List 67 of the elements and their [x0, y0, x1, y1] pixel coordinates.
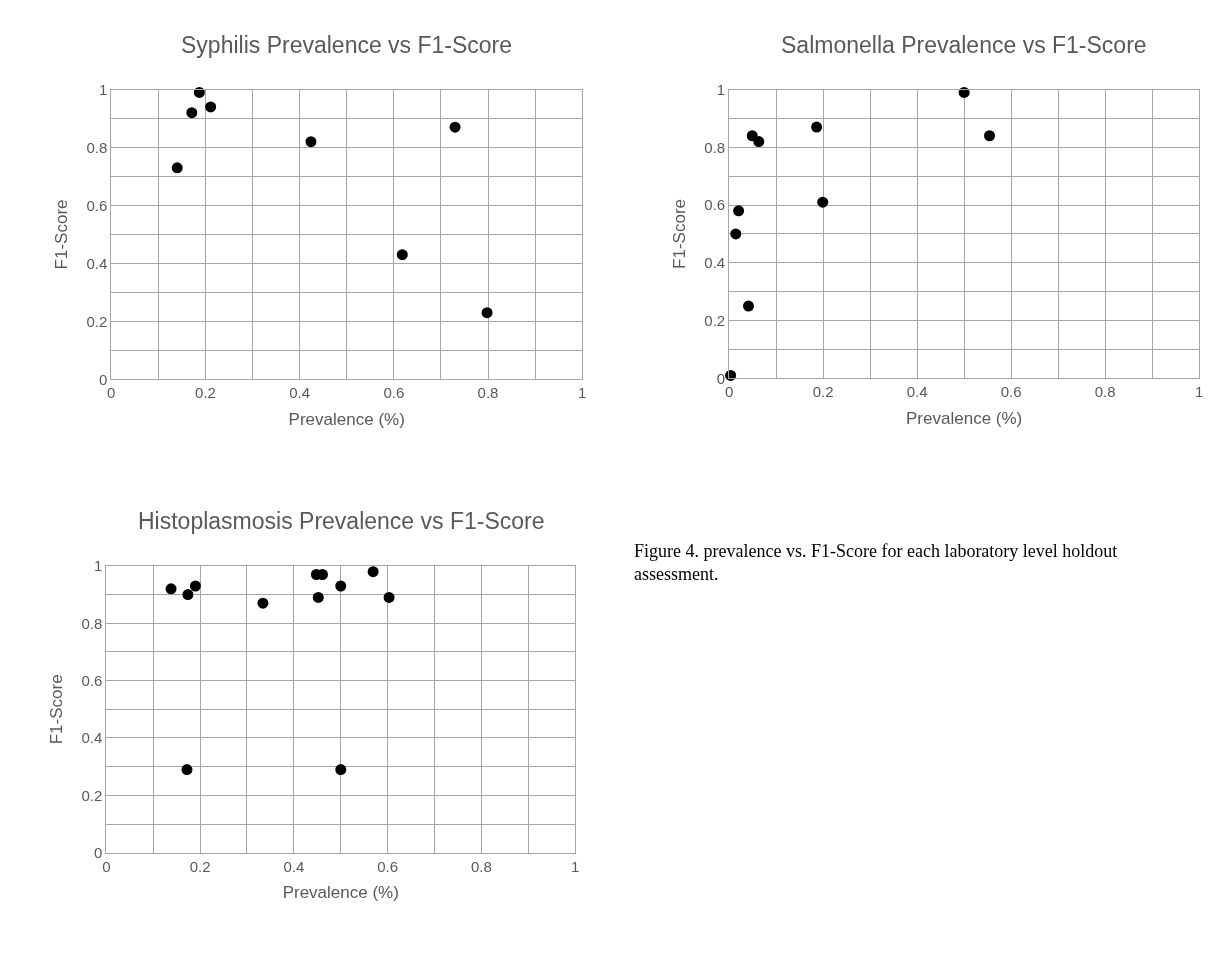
- point: [396, 249, 408, 261]
- x-tick-label: 0.4: [283, 857, 305, 875]
- y-tick-label: 0.2: [86, 312, 108, 330]
- point: [733, 205, 745, 217]
- y-tick-label: 1: [98, 80, 108, 98]
- y-axis-title: F1-Score: [51, 199, 71, 270]
- point: [165, 583, 177, 595]
- x-tick-label: 1: [1194, 383, 1204, 401]
- x-axis-title: Prevalence (%): [288, 409, 405, 429]
- x-tick-label: 0.6: [377, 857, 399, 875]
- caption: Figure 4. prevalence vs. F1-Score for each laboratory level holdout assessment.: [634, 541, 1118, 585]
- x-axis-title: Prevalence (%): [282, 883, 399, 903]
- point: [481, 307, 493, 319]
- y-tick-label: 0.8: [81, 614, 103, 632]
- y-tick-label: 0: [98, 370, 108, 388]
- y-tick-label: 0.2: [704, 311, 726, 329]
- y-tick-label: 0.6: [704, 196, 726, 214]
- y-tick-label: 0: [93, 843, 103, 861]
- y-tick-label: 0.2: [81, 786, 103, 804]
- x-tick-label: 0.4: [906, 383, 928, 401]
- point: [257, 597, 269, 609]
- x-tick-label: 1: [571, 857, 580, 875]
- y-tick-label: 0.8: [704, 138, 726, 156]
- y-tick-label: 0.6: [81, 671, 103, 689]
- point: [305, 136, 317, 148]
- x-tick-label: 0.4: [289, 384, 311, 402]
- point: [730, 228, 742, 240]
- point: [181, 764, 193, 776]
- y-tick-label: 0.4: [81, 729, 103, 747]
- x-tick-label: 0.6: [1000, 383, 1022, 401]
- x-axis-title: Prevalence (%): [906, 408, 1023, 428]
- x-tick-label: 0.8: [471, 857, 492, 875]
- y-tick-label: 0.8: [86, 138, 108, 156]
- x-tick-label: 0.8: [477, 384, 499, 402]
- x-tick-label: 0.2: [189, 857, 211, 875]
- point: [817, 196, 829, 208]
- y-axis-title: F1-Score: [47, 674, 67, 745]
- x-tick-label: 0.6: [383, 384, 405, 402]
- x-tick-label: 0.2: [812, 383, 834, 401]
- y-tick-label: 1: [93, 557, 103, 575]
- chart-title: Salmonella Prevalence vs F1-Score: [781, 32, 1147, 58]
- point: [335, 580, 347, 592]
- point: [171, 162, 183, 174]
- chart-title: Syphilis Prevalence vs F1-Score: [181, 32, 513, 58]
- y-tick-label: 0: [716, 369, 726, 387]
- point: [312, 591, 324, 603]
- x-tick-label: 0.8: [1094, 383, 1116, 401]
- y-tick-label: 0.6: [86, 196, 108, 214]
- point: [811, 121, 823, 133]
- point: [449, 121, 461, 133]
- y-tick-label: 0.4: [704, 254, 726, 272]
- point: [753, 136, 765, 148]
- point: [189, 580, 201, 592]
- point: [335, 764, 347, 776]
- x-tick-label: 0.2: [195, 384, 216, 402]
- y-tick-label: 0.4: [86, 254, 108, 272]
- chart-title: Histoplasmosis Prevalence vs F1-Score: [138, 508, 545, 534]
- x-tick-label: 1: [578, 384, 587, 402]
- point: [182, 589, 194, 601]
- y-tick-label: 1: [716, 80, 726, 98]
- y-axis-title: F1-Score: [669, 198, 689, 269]
- point: [742, 300, 754, 312]
- point: [186, 107, 198, 119]
- point: [984, 130, 996, 142]
- point: [367, 566, 379, 578]
- point: [205, 101, 217, 113]
- point: [383, 591, 395, 603]
